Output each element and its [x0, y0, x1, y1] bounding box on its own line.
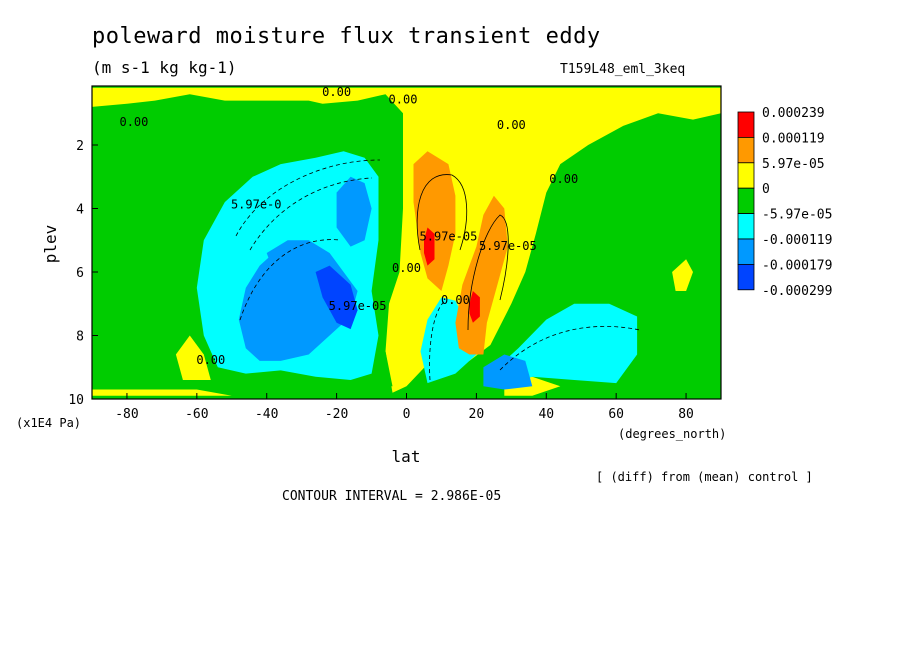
contour-region: [413, 125, 721, 396]
contour-line: [499, 325, 641, 371]
legend-label: -0.000119: [762, 233, 832, 248]
legend-label: -0.000299: [762, 284, 832, 299]
y-tick-label: 4: [76, 203, 84, 218]
legend-swatch: [737, 187, 755, 214]
chart-units: (m s-1 kg kg-1): [92, 58, 237, 77]
x-tick-label: -60: [185, 407, 208, 422]
legend-swatch: [737, 136, 755, 164]
legend-label: 5.97e-05: [762, 157, 825, 172]
contour-interval: CONTOUR INTERVAL = 2.986E-05: [282, 489, 502, 504]
legend-swatch: [737, 213, 755, 240]
contour-region: [469, 291, 480, 323]
chart-title: poleward moisture flux transient eddy: [92, 24, 601, 49]
contour-label: 5.97e-05: [479, 239, 537, 253]
contour-label: 5.97e-05: [420, 229, 478, 243]
contour-region: [315, 265, 358, 330]
x-tick-label: 0: [403, 407, 411, 422]
contour-region: [483, 354, 533, 390]
y-tick-label: 6: [76, 266, 84, 281]
contour-label: 0.00: [441, 293, 470, 307]
y-tick-label: 10: [68, 393, 84, 408]
legend-label: -0.000179: [762, 258, 832, 273]
legend-swatch: [737, 238, 755, 265]
x-unit-label: (degrees_north): [618, 427, 726, 441]
contour-label: 0.00: [389, 93, 418, 107]
contour-line: [467, 214, 509, 331]
y-tick-label: 8: [76, 330, 84, 345]
legend-swatch: [737, 263, 755, 291]
x-tick-label: 60: [608, 407, 624, 422]
x-tick-label: 80: [678, 407, 694, 422]
run-id-label: T159L48_eml_3keq: [560, 62, 686, 77]
contour-label: 0.00: [322, 85, 351, 99]
legend-label: 0.000119: [762, 131, 825, 146]
legend-label: -5.97e-05: [762, 208, 832, 223]
contour-label: 0.00: [549, 172, 578, 186]
contour-region: [336, 176, 372, 247]
y-unit-label: (x1E4 Pa): [16, 416, 81, 430]
y-axis-label: plev: [41, 225, 60, 264]
x-tick-label: -40: [255, 407, 278, 422]
x-axis-label: lat: [392, 447, 421, 466]
contour-line: [249, 177, 373, 251]
contour-region: [92, 87, 721, 393]
contour-region: [175, 335, 211, 380]
footnote: [ (diff) from (mean) control ]: [596, 470, 813, 484]
legend: 0.000239 0.000119 5.97e-05 0 -5.97e-05 -0.000…: [737, 106, 832, 299]
contour-label: 5.97e-05: [329, 299, 387, 313]
contour-region: [672, 259, 693, 291]
x-tick-label: 40: [538, 407, 554, 422]
contour-line: [416, 174, 468, 251]
x-tick-label: -20: [325, 407, 348, 422]
x-tick-label: 20: [469, 407, 485, 422]
contour-label: 0.00: [392, 261, 421, 275]
x-tick-label: -80: [115, 407, 138, 422]
legend-swatch: [737, 162, 755, 189]
legend-label: 0: [762, 182, 770, 197]
contour-label: 0.00: [497, 118, 526, 132]
y-tick-label: 2: [76, 139, 84, 154]
contour-region: [424, 227, 435, 266]
contour-region: [266, 240, 316, 272]
contour-line: [239, 239, 341, 321]
contour-label: 0.00: [119, 115, 148, 129]
legend-label: 0.000239: [762, 106, 825, 121]
contour-region: [413, 151, 456, 291]
contour-line: [235, 159, 381, 237]
contour-label: 0.00: [196, 353, 225, 367]
contour-line: [429, 299, 447, 381]
contour-label: 5.97e-0: [231, 198, 282, 212]
legend-swatch: [737, 111, 755, 138]
